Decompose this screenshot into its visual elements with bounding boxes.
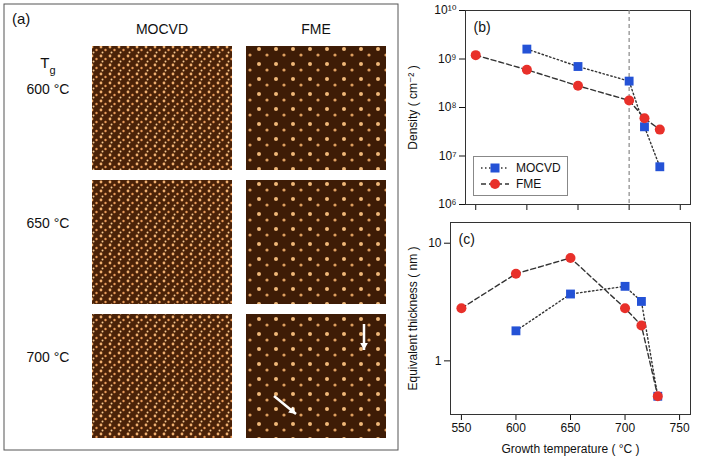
svg-text:10⁸: 10⁸ [438, 100, 456, 114]
html-text:FME: FME [516, 177, 542, 191]
svg-text:Growth temperature ( °C ): Growth temperature ( °C ) [501, 442, 639, 456]
svg-text:(c): (c) [459, 231, 475, 247]
svg-text:600 °C: 600 °C [27, 81, 70, 97]
svg-text:(b): (b) [474, 19, 491, 35]
svg-text:(a): (a) [12, 10, 30, 27]
svg-text:10⁹: 10⁹ [438, 52, 457, 66]
svg-text:Equivalent thickness ( nm ): Equivalent thickness ( nm ) [406, 246, 420, 390]
svg-text:Tg: Tg [40, 54, 55, 76]
svg-text:700: 700 [615, 421, 635, 435]
svg-text:FME: FME [301, 21, 331, 37]
svg-text:650: 650 [560, 421, 580, 435]
svg-text:10¹⁰: 10¹⁰ [434, 3, 456, 17]
html-text:MOCVD: MOCVD [516, 161, 561, 175]
svg-text:10: 10 [428, 236, 442, 250]
svg-text:1: 1 [435, 354, 442, 368]
svg-text:10⁶: 10⁶ [438, 197, 456, 211]
svg-text:MOCVD: MOCVD [136, 21, 188, 37]
svg-text:10⁷: 10⁷ [439, 149, 457, 163]
svg-text:550: 550 [451, 421, 471, 435]
svg-text:650 °C: 650 °C [27, 215, 70, 231]
svg-text:600: 600 [506, 421, 526, 435]
svg-text:750: 750 [670, 421, 690, 435]
svg-text:700 °C: 700 °C [27, 349, 70, 365]
svg-text:Density ( cm⁻² ): Density ( cm⁻² ) [406, 65, 420, 149]
